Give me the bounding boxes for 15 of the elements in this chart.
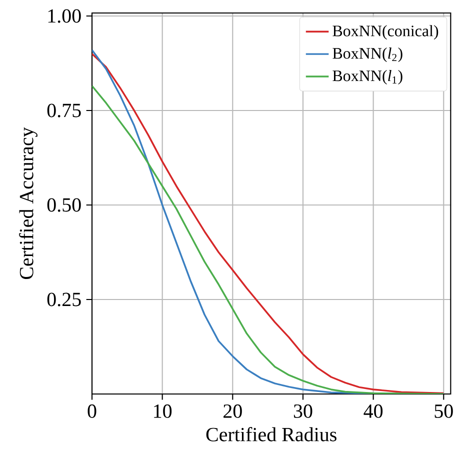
legend-label: BoxNN(conical) [332,25,438,40]
y-tick-label: 0.25 [47,292,81,306]
y-axis-title: Certified Accuracy [19,127,38,280]
legend-label: BoxNN(l$_{1}$) [332,70,402,84]
x-tick-label: 50 [434,404,453,418]
y-tick-label: 1.00 [48,9,81,23]
x-tick-label: 10 [154,404,172,418]
x-axis-title: Certified Radius [206,427,336,442]
x-tick-label: 20 [224,404,242,418]
legend-label: BoxNN(l$_{2}$) [332,48,402,62]
x-tick-label: 40 [364,404,383,418]
y-tick-label: 0.50 [47,198,81,212]
x-tick-label: 0 [88,404,96,418]
x-tick-label: 30 [294,404,312,418]
y-tick-label: 0.75 [47,104,81,118]
